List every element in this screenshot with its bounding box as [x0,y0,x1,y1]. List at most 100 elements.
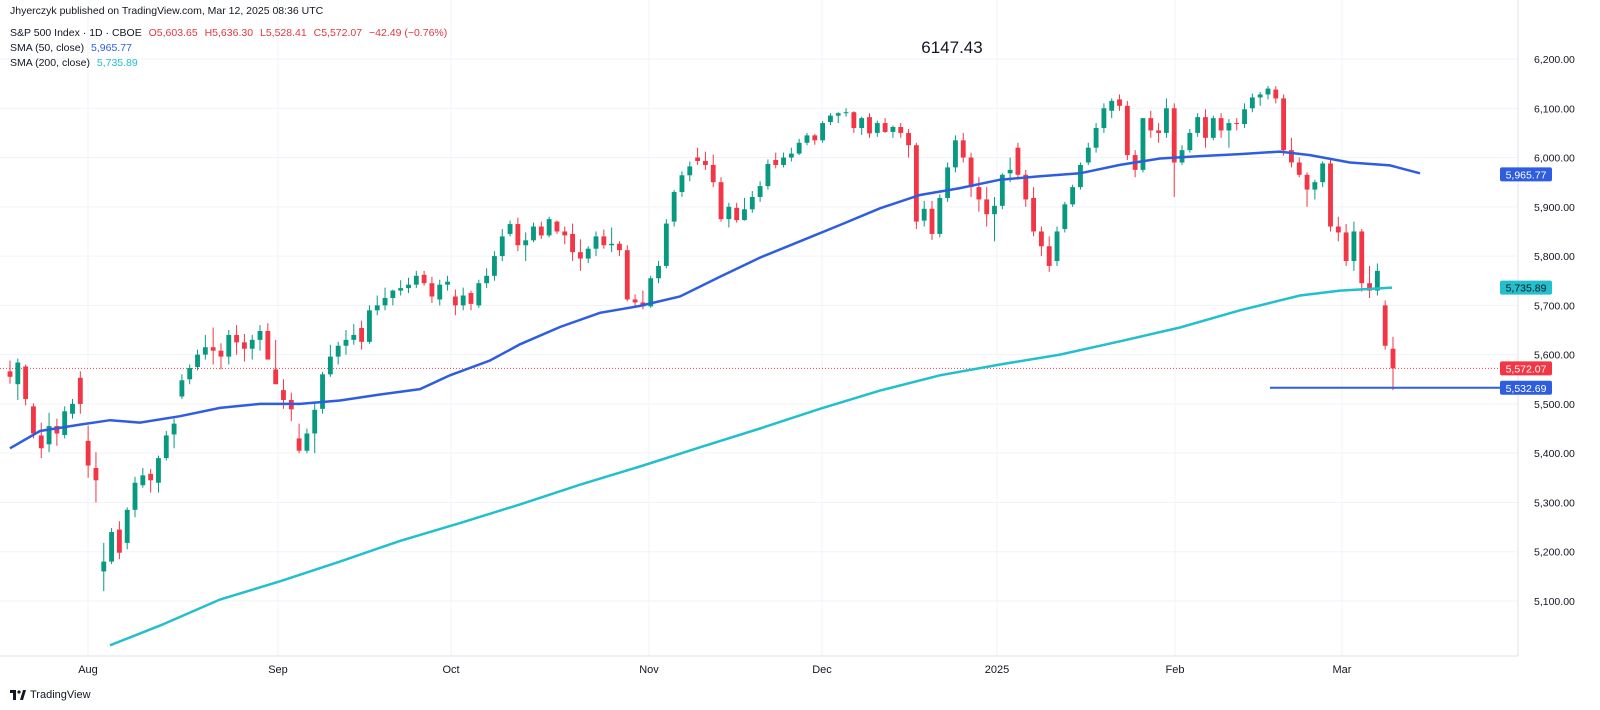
candle-body [445,281,450,285]
y-tick-label: 5,400.00 [1534,448,1575,460]
candle [62,406,68,439]
candle-body [796,142,802,154]
candle [788,147,794,162]
sma50-legend[interactable]: SMA (50, close) 5,965.77 [10,41,136,55]
candle [1085,142,1091,165]
candle-body [702,160,708,165]
candle-body [906,132,911,146]
candle-body [1312,182,1318,190]
candle-body [171,423,177,435]
published-text: Jhyerczyk published on TradingView.com, … [10,5,324,17]
candle-body [1062,204,1068,229]
candle-body [218,350,224,357]
candle-body [359,328,365,342]
candle-body [1101,108,1107,128]
candle-body [960,140,966,158]
candle-body [1234,123,1240,125]
candle-body [335,345,341,357]
candle [1335,216,1341,242]
candle-body [421,274,427,284]
candle [1015,142,1021,178]
candle [1374,263,1380,296]
candle [1117,94,1122,111]
close-value: C5,572.07 [313,27,363,39]
candle [921,200,927,227]
candle [617,241,622,257]
candle-body [867,117,872,134]
candle-body [257,330,263,340]
candle-body [101,561,107,572]
candle-body [1070,187,1076,205]
candle [1218,113,1224,138]
candle-body [1187,132,1193,151]
candle [1281,94,1287,156]
candle [1234,118,1240,131]
candle-body [1382,305,1388,346]
candle [148,468,154,493]
sma200-legend[interactable]: SMA (200, close) 5,735.89 [10,56,142,70]
candle-body [788,153,794,158]
candle [945,162,951,202]
sma200-value: 5,735.89 [96,57,138,69]
candle [968,152,974,197]
x-tick-label: 2025 [985,664,1009,676]
candle-body [1140,118,1146,170]
candle-body [812,135,818,141]
x-tick-label: Sep [268,664,288,676]
change-value: −42.49 (−0.76%) [369,27,448,39]
candle [1390,336,1396,391]
symbol-name[interactable]: S&P 500 Index · 1D · CBOE [10,27,142,39]
candle [1367,265,1372,298]
candle-body [1296,162,1302,175]
candle [7,360,13,384]
candle-body [156,458,161,483]
candle [781,152,786,168]
candle [960,132,966,163]
x-tick-label: Mar [1333,664,1352,676]
open-value: O5,603.65 [148,27,198,39]
candle [851,111,857,133]
candle-body [351,334,357,340]
candle [593,231,599,257]
candle-body [398,288,404,291]
candle [241,333,247,362]
candle [992,196,997,242]
candle-body [953,140,958,168]
candle-body [452,296,458,306]
candle [1210,115,1216,141]
candle [1195,113,1201,137]
candle-body [648,278,654,307]
candle-body [999,174,1005,206]
candle-body [679,175,685,193]
candle-body [202,347,208,355]
candle-body [570,233,575,253]
candle-body [1031,197,1036,232]
candle [773,152,779,169]
candle [124,507,130,550]
candle [577,239,583,271]
candle [538,221,544,239]
candle [93,452,99,503]
candle [546,216,552,238]
price-label-bg [1500,361,1552,376]
candle-body [695,157,701,161]
tradingview-logo[interactable]: TradingView [10,689,91,701]
y-tick-label: 6,200.00 [1534,54,1575,66]
candle [54,418,60,446]
candles [7,86,1396,592]
price-label-bg [1500,167,1552,182]
sma50-label: SMA (50, close) [10,42,85,54]
high-annotation: 6147.43 [921,38,982,57]
candle-body [1320,163,1326,183]
candle-body [1109,100,1115,111]
candle [843,108,849,117]
candle-body [1023,174,1029,200]
candle-body [1093,127,1099,148]
candle-body [710,164,716,183]
candle-body [367,310,372,342]
candle-body [507,224,513,234]
candle-body [281,390,286,400]
candle [765,159,771,190]
candle-body [54,426,60,434]
